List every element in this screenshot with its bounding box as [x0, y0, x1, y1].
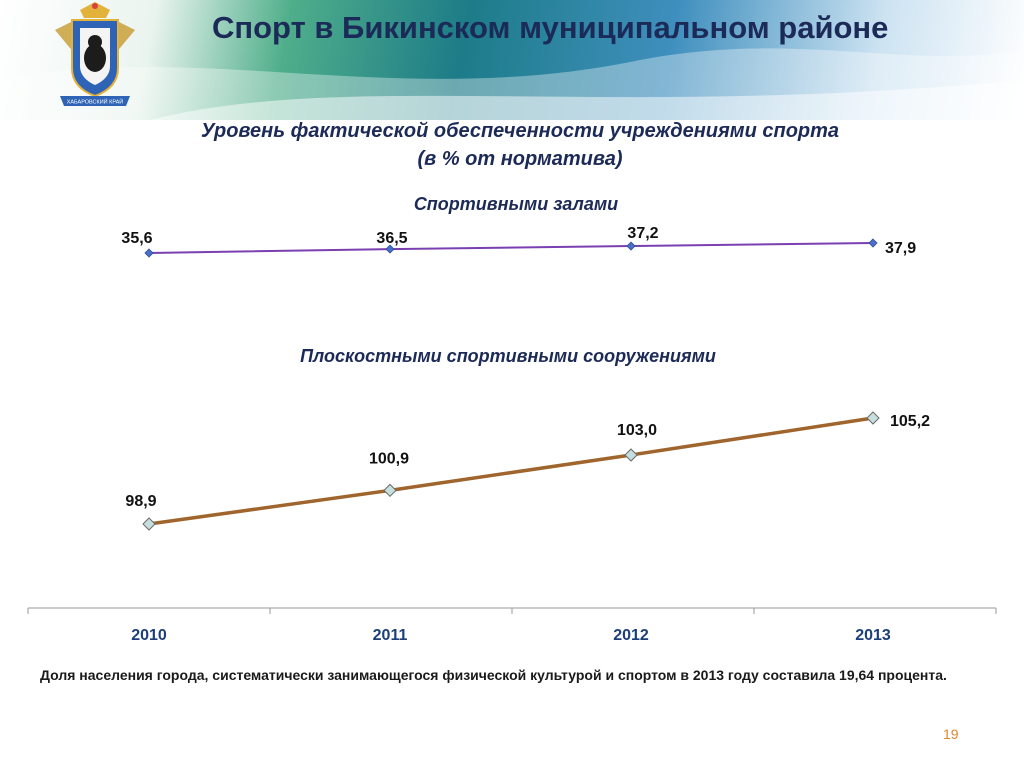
chart1-title: Спортивными залами: [414, 194, 618, 214]
chart1-point-marker: [868, 238, 878, 248]
page-number: 19: [943, 726, 959, 742]
chart1-data-label: 36,5: [376, 230, 407, 247]
chart2-data-label: 100,9: [369, 450, 409, 467]
x-axis-tick-label: 2011: [373, 627, 408, 644]
slide-title: Спорт в Бикинском муниципальном районе: [212, 10, 889, 45]
chart2-title: Плоскостными спортивными сооружениями: [300, 346, 716, 366]
chart2-data-label: 98,9: [125, 493, 156, 510]
x-axis-tick-label: 2013: [855, 627, 891, 644]
x-axis-tick-label: 2012: [613, 627, 649, 644]
chart1-point-marker: [385, 244, 395, 254]
chart1-point-marker: [144, 248, 154, 258]
chart2-point-marker: [142, 517, 156, 531]
chart1-data-label: 37,2: [627, 225, 658, 242]
chart1-data-label: 37,9: [885, 240, 916, 257]
chart2-point-marker: [624, 448, 638, 462]
slide-header: ХАБАРОВСКИЙ КРАЙ Спорт в Бикинском муниц…: [0, 0, 1024, 120]
chart2-data-label: 105,2: [890, 413, 930, 430]
chart2-point-marker: [383, 483, 397, 498]
chart1-series-line: [148, 242, 874, 254]
emblem-ribbon-text: ХАБАРОВСКИЙ КРАЙ: [67, 98, 124, 106]
coat-of-arms-emblem: ХАБАРОВСКИЙ КРАЙ: [55, 2, 135, 106]
chart2-series-line: [148, 416, 874, 526]
chart2-point-marker: [866, 411, 880, 425]
chart-subtitle-line2: (в % от норматива): [417, 148, 623, 170]
header-wave-decoration: [0, 48, 1024, 120]
chart2-data-label: 103,0: [617, 422, 657, 439]
line-charts: Спортивными залами 35,6 36,5 37,2 37,9 Плоско…: [27, 194, 997, 644]
chart1-point-marker: [626, 241, 636, 251]
population-sport-note: Доля населения города, систематически за…: [40, 667, 947, 683]
chart-subtitle-line1: Уровень фактической обеспеченности учреж…: [200, 120, 840, 142]
chart1-data-label: 35,6: [121, 230, 152, 247]
x-axis-tick-label: 2010: [131, 627, 167, 644]
